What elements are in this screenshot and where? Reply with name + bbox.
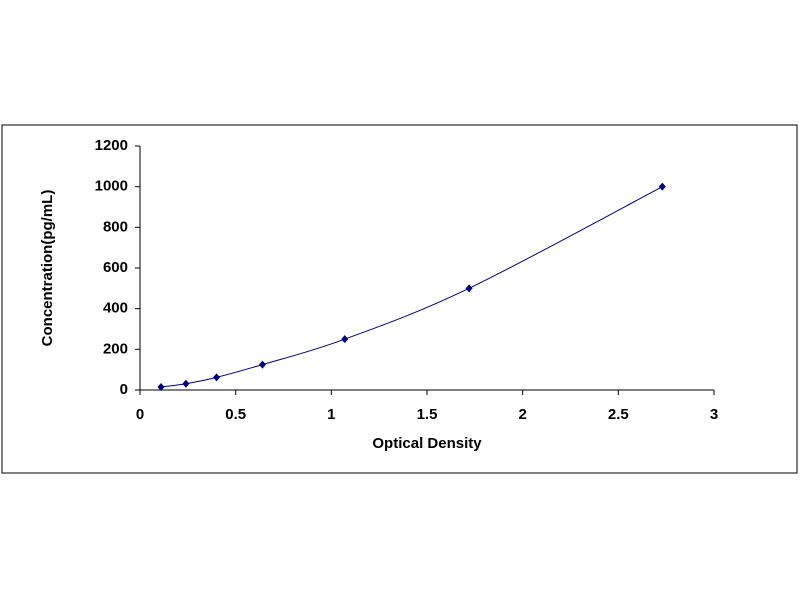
data-point — [658, 182, 666, 191]
x-tick-label: 0.5 — [225, 406, 246, 423]
y-axis-label: Concentration(pg/mL) — [39, 190, 56, 347]
chart-frame — [1, 124, 798, 474]
y-tick-label: 1200 — [95, 137, 128, 154]
x-tick-label: 1 — [327, 406, 335, 423]
y-tick-label: 200 — [103, 340, 128, 357]
y-tick-label: 400 — [103, 300, 128, 317]
data-point — [213, 373, 221, 382]
data-point — [157, 382, 165, 391]
fit-curve — [160, 186, 663, 388]
y-tick-label: 1000 — [95, 178, 128, 195]
x-tick-label: 2.5 — [608, 406, 629, 423]
data-point — [258, 360, 266, 369]
x-tick-label: 3 — [710, 406, 718, 423]
y-tick-label: 600 — [103, 259, 128, 276]
data-point — [182, 379, 190, 388]
x-axis-label: Optical Density — [372, 435, 482, 452]
y-tick-label: 0 — [120, 381, 128, 398]
data-point — [465, 284, 473, 293]
data-point — [341, 335, 349, 344]
x-tick-label: 1.5 — [417, 406, 438, 423]
x-tick-label: 2 — [518, 406, 526, 423]
y-tick-label: 800 — [103, 218, 128, 235]
x-tick-label: 0 — [136, 406, 144, 423]
